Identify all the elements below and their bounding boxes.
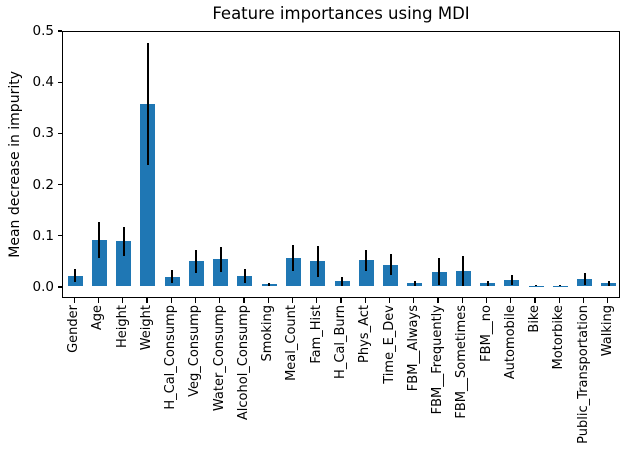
x-tick-label: Fam_Hist (308, 305, 324, 364)
x-tick-mark (73, 298, 75, 303)
error-bar (510, 274, 513, 285)
y-tick-label: 0.0 (32, 279, 54, 295)
x-tick-mark (316, 298, 318, 303)
x-tick-label: Smoking (260, 305, 276, 362)
x-tick-label: Weight (138, 305, 154, 351)
error-bar (98, 222, 101, 258)
x-tick-label: FBM__Sometimes (454, 305, 470, 419)
x-tick-mark (558, 298, 560, 303)
error-bar (171, 270, 174, 284)
x-tick-label: Phys_Act (357, 305, 373, 363)
x-tick-label: Age (90, 305, 106, 331)
y-tick-mark (57, 30, 62, 32)
error-bar (486, 281, 489, 286)
error-bar (292, 245, 295, 271)
error-bar (122, 227, 125, 256)
error-bar (219, 247, 222, 272)
error-bar (243, 268, 246, 283)
bar (91, 239, 107, 286)
chart-title: Feature importances using MDI (212, 4, 470, 23)
x-tick-mark (534, 298, 536, 303)
bar (140, 104, 156, 286)
error-bar (341, 276, 343, 286)
x-tick-mark (243, 298, 245, 303)
x-tick-mark (146, 298, 148, 303)
bar (383, 264, 399, 286)
bar (116, 241, 132, 286)
x-tick-mark (607, 298, 609, 303)
error-bar (559, 284, 562, 286)
x-tick-mark (583, 298, 585, 303)
bar (358, 260, 374, 286)
error-bar (389, 253, 392, 276)
error-bar (268, 282, 271, 286)
x-tick-label: Time_E_Dev (381, 305, 397, 384)
y-tick-label: 0.3 (32, 125, 54, 142)
error-bar (195, 250, 198, 273)
x-tick-label: Public_Transportation (575, 305, 591, 444)
error-bar (535, 284, 538, 286)
error-bar (607, 280, 610, 286)
y-tick-mark (57, 286, 62, 288)
x-tick-mark (437, 298, 439, 303)
x-tick-mark (291, 298, 294, 303)
y-tick-label: 0.4 (32, 74, 54, 91)
error-bar (413, 280, 416, 286)
x-tick-mark (388, 298, 391, 303)
error-bar (365, 249, 368, 272)
x-tick-mark (510, 298, 512, 303)
y-tick-mark (57, 184, 62, 186)
bar (188, 261, 204, 286)
x-tick-mark (340, 298, 342, 303)
plot-area (62, 31, 620, 298)
x-tick-label: Alcohol_Consump (235, 305, 251, 421)
x-tick-label: H_Cal_Consump (163, 305, 179, 410)
x-tick-label: Bike (527, 305, 543, 333)
y-axis-label-wrap: Mean decrease in impurity (7, 31, 23, 298)
x-tick-label: Meal_Count (284, 305, 300, 381)
y-tick-label: 0.2 (32, 176, 54, 193)
x-tick-mark (97, 298, 99, 303)
x-tick-mark (461, 298, 463, 303)
x-tick-mark (267, 298, 269, 303)
x-tick-label: Water_Consump (211, 305, 227, 412)
x-tick-label: Walking (599, 305, 615, 357)
y-tick-label: 0.5 (32, 23, 54, 39)
y-tick-mark (57, 235, 62, 237)
error-bar (462, 255, 465, 286)
y-tick-label: 0.1 (32, 227, 54, 244)
y-tick-mark (57, 81, 62, 83)
x-tick-label: Gender (66, 305, 82, 353)
error-bar (316, 246, 319, 277)
y-tick-mark (57, 132, 62, 134)
x-tick-label: Height (114, 305, 130, 348)
x-tick-mark (122, 298, 124, 303)
x-tick-mark (485, 298, 488, 303)
x-tick-mark (170, 298, 172, 303)
error-bar (146, 43, 149, 166)
bar (213, 259, 229, 286)
x-tick-label: Automobile (502, 305, 518, 380)
error-bar (438, 258, 441, 285)
x-tick-mark (413, 298, 415, 303)
x-tick-label: H_Cal_Burn (333, 305, 348, 379)
error-bar (74, 269, 77, 283)
x-tick-mark (194, 298, 197, 303)
error-bar (583, 272, 586, 285)
bar (285, 257, 301, 286)
x-tick-label: FBM__Frequently (430, 305, 446, 415)
x-tick-label: FBM__Always (405, 305, 421, 392)
x-tick-mark (219, 298, 221, 303)
x-tick-mark (364, 298, 366, 303)
x-tick-label: Veg_Consump (187, 305, 203, 397)
x-tick-label: FBM__no (478, 305, 494, 362)
x-tick-label: Motorbike (551, 305, 567, 370)
